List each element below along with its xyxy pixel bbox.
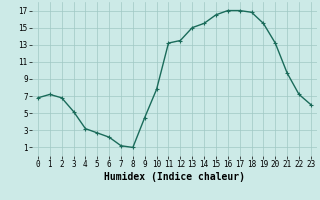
X-axis label: Humidex (Indice chaleur): Humidex (Indice chaleur) (104, 172, 245, 182)
